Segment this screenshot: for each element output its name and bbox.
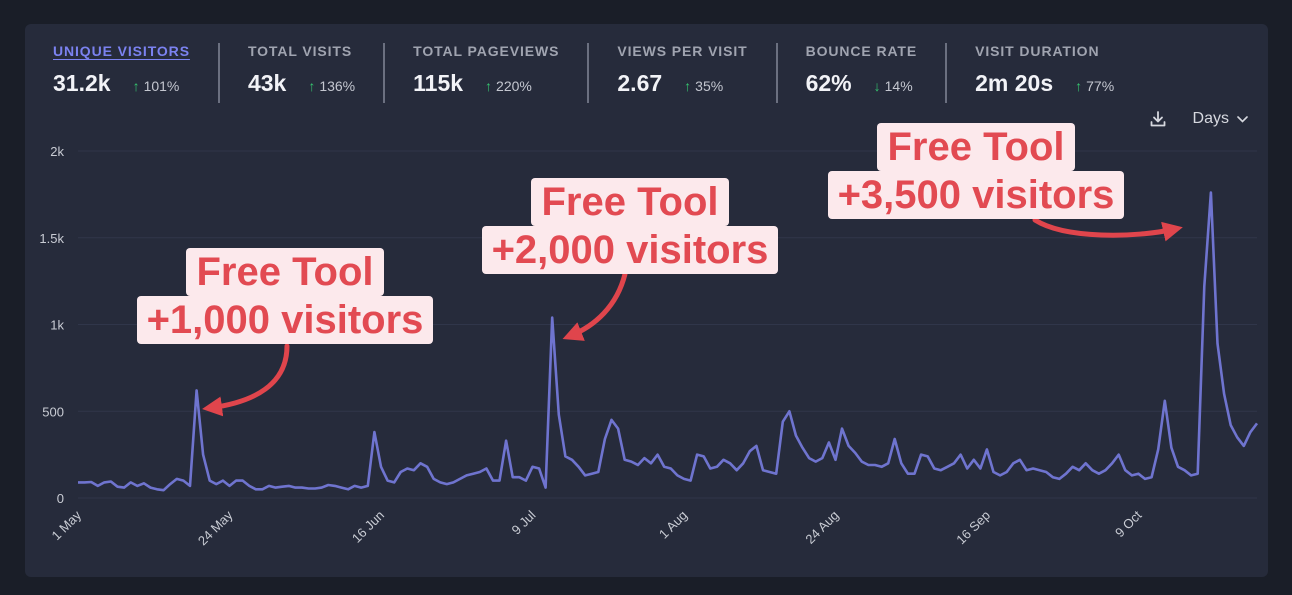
metric-value: 43k xyxy=(247,70,287,96)
annotation-callout-2: Free Tool +2,000 visitors xyxy=(475,178,785,274)
y-tick-label: 500 xyxy=(42,404,64,419)
metric-row: 2m 20s ↑ 77% xyxy=(975,70,1114,97)
metric-change: ↑ 220% xyxy=(485,78,532,94)
metric-change-value: 14% xyxy=(884,78,913,94)
metric-change-value: 220% xyxy=(496,78,532,94)
metric-change-value: 136% xyxy=(319,78,356,94)
arrow-up-icon: ↑ xyxy=(684,78,692,94)
arrow-up-icon: ↑ xyxy=(485,78,493,94)
arrow-down-icon: ↓ xyxy=(873,78,881,94)
metric-change: ↑ 136% xyxy=(308,78,355,94)
series-line-unique-visitors xyxy=(78,191,1259,492)
annotation-arrow-1 xyxy=(202,343,290,417)
metric-value: 2.67 xyxy=(617,70,663,96)
metric-row: 43k ↑ 136% xyxy=(248,70,355,97)
annotation-arrow-2 xyxy=(562,271,628,341)
x-tick-label: 24 Aug xyxy=(802,508,841,547)
metric-change: ↑ 35% xyxy=(684,78,723,94)
y-tick-label: 2k xyxy=(50,144,64,159)
metric-value: 115k xyxy=(413,70,464,96)
x-tick-label: 16 Sep xyxy=(953,508,993,548)
arrow-up-icon: ↑ xyxy=(1075,78,1083,94)
annotation-callout-3: Free Tool +3,500 visitors xyxy=(821,123,1131,219)
arrow-up-icon: ↑ xyxy=(132,78,140,94)
metric-tab[interactable]: BOUNCE RATE 62% ↓ 14% xyxy=(775,43,946,103)
metric-row: 115k ↑ 220% xyxy=(413,70,559,97)
annotation-line1: Free Tool xyxy=(877,123,1075,171)
metric-label: VIEWS PER VISIT xyxy=(617,43,748,59)
arrow-up-icon: ↑ xyxy=(308,78,316,94)
y-tick-label: 1.5k xyxy=(39,231,64,246)
metric-change: ↓ 14% xyxy=(874,78,913,94)
annotation-line2: +3,500 visitors xyxy=(827,171,1125,219)
annotation-arrow-3 xyxy=(1032,217,1183,242)
interval-select[interactable]: Days xyxy=(1193,110,1248,128)
metric-value: 62% xyxy=(805,70,852,96)
metric-change: ↑ 77% xyxy=(1075,78,1114,94)
x-tick-label: 1 May xyxy=(48,507,84,543)
metric-row: 2.67 ↑ 35% xyxy=(617,70,747,97)
metric-change-value: 35% xyxy=(695,78,724,94)
x-tick-label: 16 Jun xyxy=(349,508,387,546)
metric-label: VISIT DURATION xyxy=(975,43,1100,59)
metric-label: TOTAL VISITS xyxy=(247,43,353,59)
metric-row: 62% ↓ 14% xyxy=(806,70,918,97)
interval-label: Days xyxy=(1192,110,1229,127)
annotation-line1: Free Tool xyxy=(186,248,384,296)
annotation-line2: +1,000 visitors xyxy=(136,296,434,344)
metrics-bar: UNIQUE VISITORS 31.2k ↑ 101% TOTAL VISITS 43k… xyxy=(53,43,1142,103)
download-icon[interactable] xyxy=(1149,110,1167,128)
metric-label: BOUNCE RATE xyxy=(805,43,918,59)
annotation-line1: Free Tool xyxy=(531,178,729,226)
x-tick-label: 1 Aug xyxy=(656,508,690,542)
x-tick-label: 9 Jul xyxy=(509,507,539,537)
metric-change: ↑ 101% xyxy=(133,78,180,94)
annotation-callout-1: Free Tool +1,000 visitors xyxy=(135,248,435,344)
y-tick-label: 0 xyxy=(57,491,64,506)
chart-toolbar: Days xyxy=(1149,110,1248,128)
metric-tab[interactable]: TOTAL VISITS 43k ↑ 136% xyxy=(217,43,383,103)
metric-value: 2m 20s xyxy=(975,70,1054,96)
metric-change-value: 101% xyxy=(143,78,180,94)
metric-tab[interactable]: TOTAL PAGEVIEWS 115k ↑ 220% xyxy=(383,43,587,103)
metric-tab[interactable]: VISIT DURATION 2m 20s ↑ 77% xyxy=(945,43,1142,103)
metric-label: TOTAL PAGEVIEWS xyxy=(413,43,560,59)
metric-value: 31.2k xyxy=(53,70,111,96)
metric-label: UNIQUE VISITORS xyxy=(53,43,190,59)
metric-change-value: 77% xyxy=(1086,78,1115,94)
analytics-card: UNIQUE VISITORS 31.2k ↑ 101% TOTAL VISITS 43k… xyxy=(25,24,1268,577)
metric-tab[interactable]: UNIQUE VISITORS 31.2k ↑ 101% xyxy=(53,43,218,103)
chevron-down-icon xyxy=(1237,115,1248,123)
y-tick-label: 1k xyxy=(50,318,64,333)
x-tick-label: 24 May xyxy=(195,507,236,548)
metric-tab[interactable]: VIEWS PER VISIT 2.67 ↑ 35% xyxy=(587,43,775,103)
x-tick-label: 9 Oct xyxy=(1112,507,1145,540)
metric-row: 31.2k ↑ 101% xyxy=(53,70,190,97)
annotation-line2: +2,000 visitors xyxy=(481,226,779,274)
